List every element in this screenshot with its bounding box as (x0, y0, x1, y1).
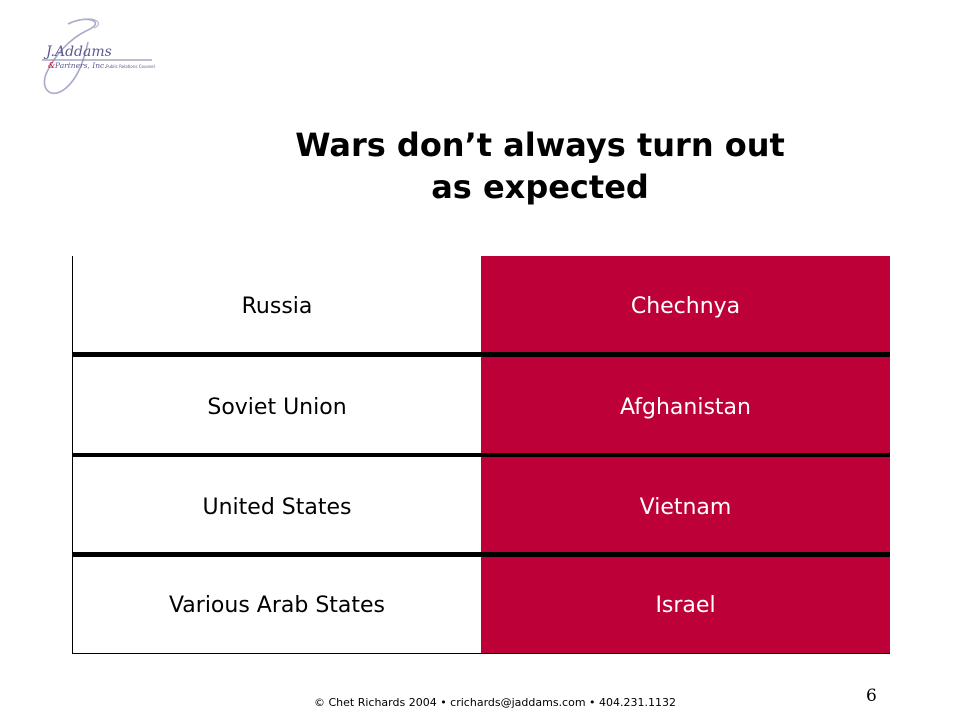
war-cell: Israel (481, 557, 890, 653)
country-cell: Soviet Union (73, 357, 481, 457)
country-cell: Russia (73, 256, 481, 356)
footer-contact: © Chet Richards 2004 • crichards@jaddams… (313, 696, 677, 709)
table-row: Soviet Union Afghanistan (73, 357, 890, 457)
table-row: Russia Chechnya (73, 256, 890, 356)
slide-title-line1: Wars don’t always turn out (295, 126, 785, 164)
page-number: 6 (866, 686, 877, 706)
row-divider (73, 352, 890, 357)
company-logo: J.Addams & Partners, Inc. Public Relatio… (28, 16, 178, 98)
svg-text:J.Addams: J.Addams (43, 44, 112, 60)
slide-title-line2: as expected (431, 168, 649, 206)
table-row: United States Vietnam (73, 457, 890, 557)
svg-text:Public Relations Counsel: Public Relations Counsel (106, 64, 155, 69)
war-cell: Vietnam (481, 457, 890, 557)
svg-text:&: & (48, 61, 55, 70)
svg-text:Partners, Inc.: Partners, Inc. (54, 61, 107, 70)
war-cell: Afghanistan (481, 357, 890, 457)
row-divider (73, 552, 890, 557)
slide-title: Wars don’t always turn out as expected (200, 124, 880, 208)
country-cell: Various Arab States (73, 557, 481, 653)
war-cell: Chechnya (481, 256, 890, 356)
company-logo-graphic: J.Addams & Partners, Inc. Public Relatio… (42, 18, 155, 94)
wars-table: Russia Chechnya Soviet Union Afghanistan… (72, 256, 890, 654)
table-row: Various Arab States Israel (73, 557, 890, 653)
country-cell: United States (73, 457, 481, 557)
row-divider (73, 453, 890, 458)
